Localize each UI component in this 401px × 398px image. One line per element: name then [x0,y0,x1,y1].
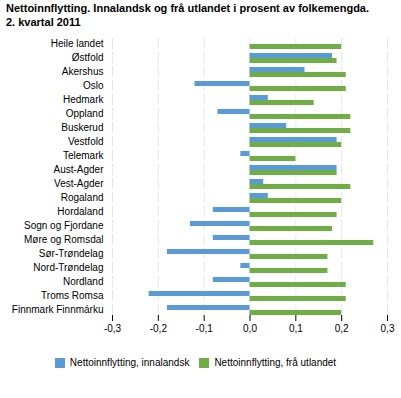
svg-text:-0,2: -0,2 [150,323,168,334]
svg-text:-0,3: -0,3 [104,323,122,334]
html-text:Nettoinnflytting, innalandsk: Nettoinnflytting, innalandsk [69,357,190,368]
svg-text:Østfold: Østfold [72,52,104,63]
svg-text:Telemark: Telemark [63,150,105,161]
svg-text:Akershus: Akershus [62,66,104,77]
svg-text:Heile landet: Heile landet [51,38,104,49]
svg-text:0,2: 0,2 [335,323,349,334]
svg-text:Nordland: Nordland [63,276,104,287]
html-text:Nettoinnflytting. Innalandsk o: Nettoinnflytting. Innalandsk og frå utla… [6,2,369,14]
svg-text:Aust-Agder: Aust-Agder [53,164,104,175]
svg-text:Nord-Trøndelag: Nord-Trøndelag [33,262,103,273]
svg-text:Oppland: Oppland [66,108,104,119]
svg-text:0,1: 0,1 [289,323,303,334]
svg-text:Buskerud: Buskerud [61,122,103,133]
html-text:2. kvartal 2011: 2. kvartal 2011 [6,16,81,28]
html-text:Nettoinnflytting, frå utlandet: Nettoinnflytting, frå utlandet [214,357,337,368]
svg-text:Hordaland: Hordaland [57,206,103,217]
svg-text:Møre og Romsdal: Møre og Romsdal [24,234,103,245]
svg-text:0,0: 0,0 [243,323,257,334]
svg-text:Vestfold: Vestfold [68,136,104,147]
svg-text:Rogaland: Rogaland [61,192,104,203]
svg-text:Oslo: Oslo [83,80,104,91]
svg-text:-0,1: -0,1 [196,323,214,334]
svg-text:Sogn og Fjordane: Sogn og Fjordane [24,220,104,231]
svg-text:Troms Romsa: Troms Romsa [41,290,104,301]
svg-text:Sør-Trøndelag: Sør-Trøndelag [39,248,104,259]
svg-text:Hedmark: Hedmark [63,94,105,105]
svg-text:Vest-Agder: Vest-Agder [54,178,104,189]
svg-text:0,3: 0,3 [381,323,395,334]
svg-text:Finnmark Finnmárku: Finnmark Finnmárku [12,304,104,315]
